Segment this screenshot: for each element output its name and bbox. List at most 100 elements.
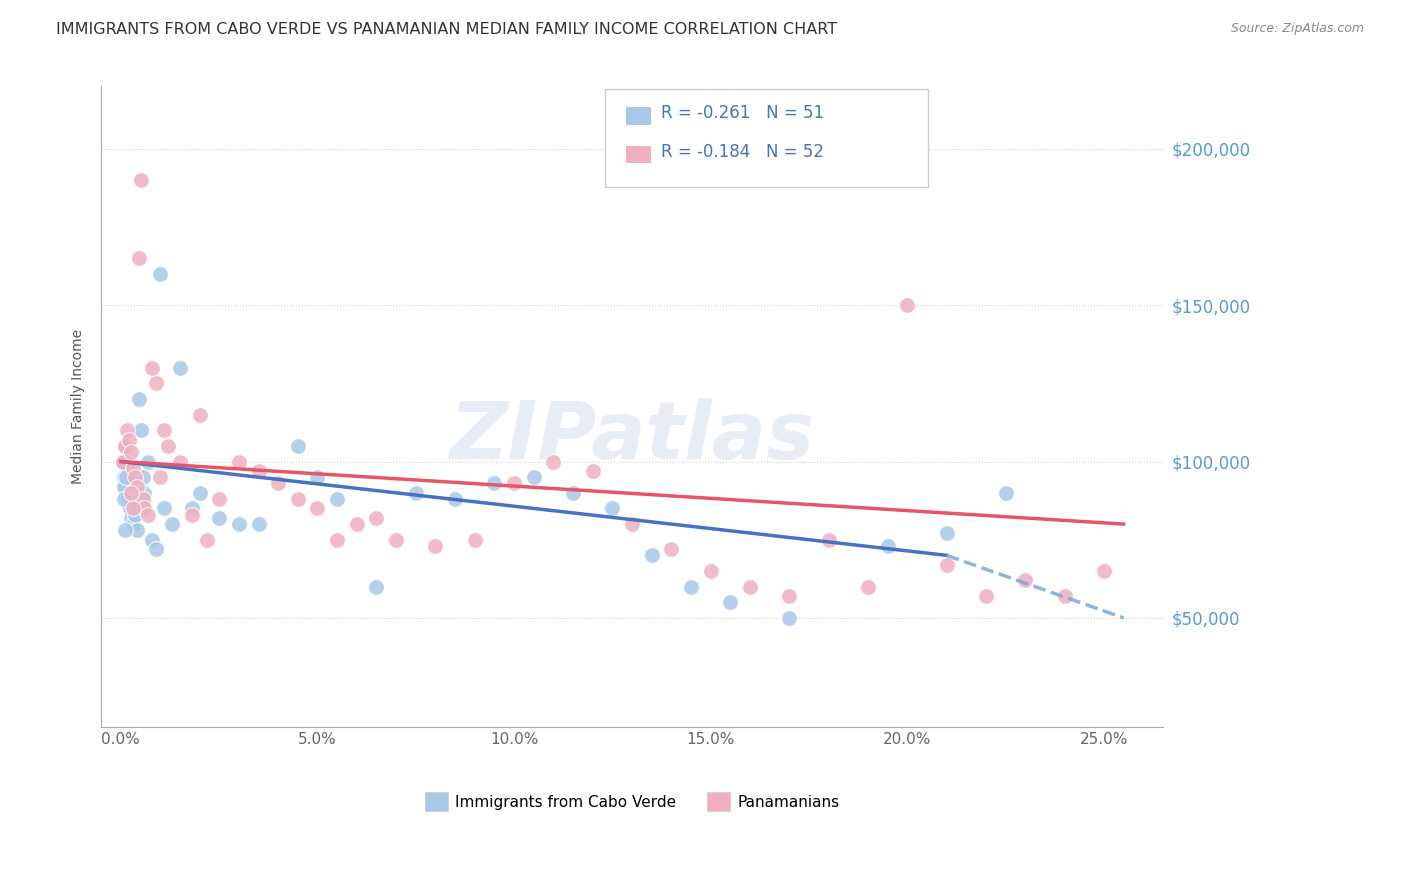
Point bbox=[228, 454, 250, 468]
Point bbox=[1053, 589, 1076, 603]
Point bbox=[129, 173, 152, 187]
Point bbox=[141, 360, 163, 375]
Point bbox=[503, 476, 526, 491]
Point bbox=[935, 558, 957, 572]
Point bbox=[778, 611, 800, 625]
Point bbox=[188, 408, 211, 422]
Point bbox=[247, 464, 270, 478]
Point bbox=[131, 492, 153, 507]
Point bbox=[444, 492, 467, 507]
Point bbox=[121, 517, 143, 532]
Point bbox=[118, 433, 141, 447]
Point bbox=[718, 595, 741, 609]
Point bbox=[118, 476, 141, 491]
Point bbox=[641, 549, 664, 563]
Point bbox=[366, 511, 388, 525]
Point bbox=[117, 492, 139, 507]
Point bbox=[307, 470, 329, 484]
Point bbox=[114, 479, 136, 493]
Point bbox=[128, 252, 150, 266]
Point bbox=[208, 511, 231, 525]
Point bbox=[994, 485, 1017, 500]
Point bbox=[738, 580, 761, 594]
Point bbox=[138, 508, 160, 522]
Point bbox=[141, 533, 163, 547]
Point bbox=[120, 485, 142, 500]
Point bbox=[124, 508, 146, 522]
Text: R = -0.184   N = 52: R = -0.184 N = 52 bbox=[661, 143, 824, 161]
Point bbox=[935, 526, 957, 541]
Point bbox=[112, 492, 135, 507]
Point bbox=[1014, 574, 1036, 588]
Point bbox=[121, 501, 143, 516]
Point bbox=[153, 423, 176, 437]
Point bbox=[157, 439, 180, 453]
Point bbox=[153, 501, 176, 516]
Point bbox=[197, 533, 219, 547]
Point bbox=[118, 501, 141, 516]
Point bbox=[145, 376, 167, 391]
Point bbox=[228, 517, 250, 532]
Point bbox=[169, 454, 191, 468]
Point bbox=[134, 501, 156, 516]
Point bbox=[125, 479, 148, 493]
Point bbox=[896, 298, 918, 312]
Text: IMMIGRANTS FROM CABO VERDE VS PANAMANIAN MEDIAN FAMILY INCOME CORRELATION CHART: IMMIGRANTS FROM CABO VERDE VS PANAMANIAN… bbox=[56, 22, 838, 37]
Point bbox=[425, 539, 447, 553]
Point bbox=[115, 423, 138, 437]
Point bbox=[180, 501, 202, 516]
Text: R = -0.261   N = 51: R = -0.261 N = 51 bbox=[661, 104, 824, 122]
Point bbox=[661, 542, 683, 557]
Y-axis label: Median Family Income: Median Family Income bbox=[72, 329, 86, 484]
Point bbox=[115, 460, 138, 475]
Point bbox=[188, 485, 211, 500]
Point bbox=[138, 454, 160, 468]
Point bbox=[208, 492, 231, 507]
Point bbox=[562, 485, 585, 500]
Point bbox=[124, 470, 146, 484]
Point bbox=[131, 470, 153, 484]
Point bbox=[180, 508, 202, 522]
Point bbox=[405, 485, 427, 500]
Point bbox=[112, 470, 135, 484]
Point bbox=[543, 454, 565, 468]
Point bbox=[778, 589, 800, 603]
Point bbox=[149, 470, 172, 484]
Point bbox=[621, 517, 644, 532]
Point bbox=[114, 524, 136, 538]
Point bbox=[876, 539, 898, 553]
Point bbox=[346, 517, 368, 532]
Point bbox=[326, 533, 349, 547]
Point bbox=[160, 517, 183, 532]
Point bbox=[114, 439, 136, 453]
Point bbox=[817, 533, 839, 547]
Point bbox=[169, 360, 191, 375]
Point bbox=[149, 267, 172, 281]
Legend: Immigrants from Cabo Verde, Panamanians: Immigrants from Cabo Verde, Panamanians bbox=[419, 786, 845, 817]
Point bbox=[115, 470, 138, 484]
Point bbox=[464, 533, 486, 547]
Point bbox=[974, 589, 997, 603]
Point bbox=[287, 492, 309, 507]
Point bbox=[129, 423, 152, 437]
Point bbox=[120, 445, 142, 459]
Point bbox=[856, 580, 879, 594]
Point bbox=[523, 470, 546, 484]
Point bbox=[307, 501, 329, 516]
Point bbox=[125, 524, 148, 538]
Text: ZIPatlas: ZIPatlas bbox=[450, 398, 814, 475]
Point bbox=[602, 501, 624, 516]
Point bbox=[699, 564, 721, 578]
Point bbox=[121, 460, 143, 475]
Point bbox=[145, 542, 167, 557]
Point bbox=[111, 454, 134, 468]
Point bbox=[1092, 564, 1115, 578]
Point bbox=[111, 454, 134, 468]
Point bbox=[267, 476, 290, 491]
Point bbox=[385, 533, 408, 547]
Point bbox=[114, 439, 136, 453]
Text: Source: ZipAtlas.com: Source: ZipAtlas.com bbox=[1230, 22, 1364, 36]
Point bbox=[366, 580, 388, 594]
Point bbox=[121, 495, 143, 509]
Point bbox=[128, 392, 150, 406]
